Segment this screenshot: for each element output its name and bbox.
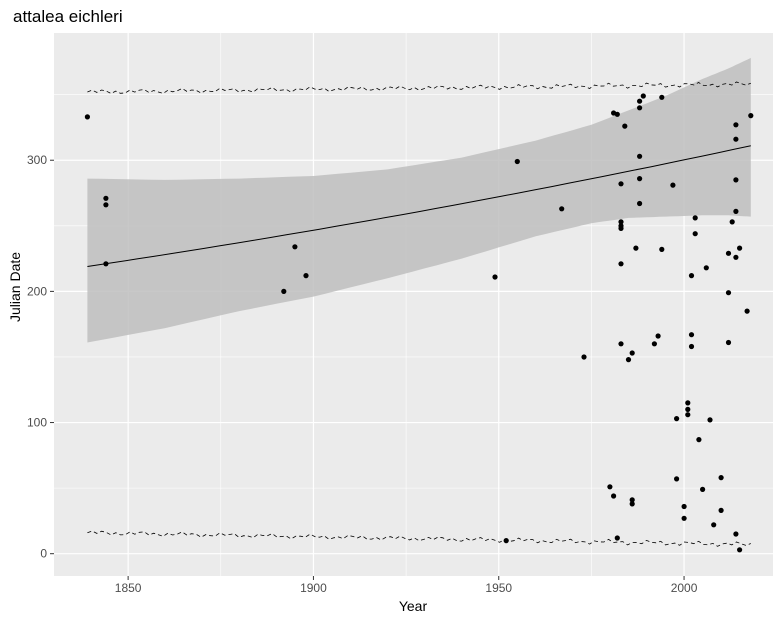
data-point bbox=[725, 290, 732, 296]
data-point bbox=[688, 273, 695, 279]
points-layer bbox=[84, 93, 754, 553]
data-point bbox=[618, 181, 624, 187]
data-point bbox=[733, 531, 739, 537]
data-point bbox=[707, 417, 713, 423]
data-point bbox=[674, 476, 680, 482]
data-point bbox=[629, 501, 635, 507]
data-point bbox=[637, 200, 643, 207]
data-point bbox=[103, 195, 109, 201]
data-point bbox=[685, 412, 691, 418]
data-point bbox=[737, 245, 743, 251]
data-point bbox=[622, 123, 628, 129]
data-point bbox=[637, 105, 643, 111]
data-point bbox=[629, 350, 635, 356]
data-point bbox=[629, 497, 635, 503]
y-tick-label: 300 bbox=[27, 153, 47, 167]
data-point bbox=[618, 261, 624, 267]
upper-dashed-line bbox=[87, 81, 751, 94]
x-tick-label: 1900 bbox=[300, 581, 327, 595]
data-point bbox=[292, 244, 298, 250]
data-point bbox=[670, 182, 676, 188]
data-point bbox=[614, 535, 620, 541]
data-point bbox=[733, 122, 739, 128]
y-tick-label: 0 bbox=[40, 547, 47, 561]
chart-title: attalea eichleri bbox=[13, 7, 123, 26]
data-point bbox=[581, 354, 587, 360]
data-point bbox=[618, 341, 624, 347]
data-point bbox=[637, 176, 643, 182]
y-axis-title: Julian Date bbox=[7, 252, 23, 322]
data-point bbox=[281, 288, 287, 294]
y-axis: 0 100 200 300 bbox=[27, 153, 54, 561]
data-point bbox=[733, 136, 739, 142]
y-tick-label: 100 bbox=[27, 416, 47, 430]
data-point bbox=[733, 254, 739, 260]
data-point bbox=[733, 177, 739, 183]
confidence-ribbon bbox=[87, 57, 751, 343]
data-point bbox=[692, 231, 698, 237]
data-point bbox=[737, 547, 743, 553]
x-axis: 1850 1900 1950 2000 bbox=[115, 576, 698, 595]
lower-dashed-line bbox=[87, 530, 751, 547]
data-point bbox=[625, 357, 632, 363]
data-point bbox=[614, 111, 620, 117]
data-point bbox=[637, 98, 643, 104]
data-point bbox=[492, 274, 498, 280]
data-point bbox=[651, 341, 658, 347]
x-tick-label: 1950 bbox=[485, 581, 512, 595]
data-point bbox=[744, 308, 750, 314]
data-point bbox=[729, 219, 735, 225]
data-point bbox=[718, 475, 724, 481]
data-point bbox=[688, 332, 695, 338]
data-point bbox=[103, 261, 109, 267]
data-point bbox=[681, 503, 687, 510]
data-point bbox=[514, 158, 520, 165]
data-point bbox=[640, 93, 646, 99]
data-point bbox=[711, 522, 717, 528]
data-point bbox=[725, 339, 732, 346]
data-point bbox=[685, 406, 691, 412]
data-point bbox=[84, 114, 90, 120]
data-point bbox=[103, 202, 109, 208]
data-point bbox=[674, 416, 680, 422]
data-point bbox=[718, 507, 724, 513]
dashed-bounds-layer bbox=[87, 81, 751, 547]
data-point bbox=[692, 215, 698, 221]
data-point bbox=[655, 333, 661, 339]
data-point bbox=[688, 343, 695, 350]
confidence-ribbon-layer bbox=[87, 57, 751, 343]
data-point bbox=[607, 484, 613, 490]
x-tick-label: 1850 bbox=[115, 581, 142, 595]
data-point bbox=[685, 400, 691, 406]
y-tick-label: 200 bbox=[27, 284, 47, 298]
data-point bbox=[618, 225, 624, 231]
data-point bbox=[503, 538, 509, 544]
data-point bbox=[748, 113, 754, 119]
data-point bbox=[559, 206, 565, 212]
data-point bbox=[733, 208, 739, 214]
grid-major bbox=[54, 33, 773, 576]
x-axis-title: Year bbox=[399, 598, 428, 614]
data-point bbox=[700, 486, 706, 492]
x-tick-label: 2000 bbox=[671, 581, 698, 595]
data-point bbox=[618, 219, 624, 225]
data-point bbox=[303, 273, 309, 279]
data-point bbox=[725, 250, 732, 256]
data-point bbox=[633, 245, 639, 251]
fit-line bbox=[87, 145, 751, 267]
data-point bbox=[703, 265, 709, 271]
data-point bbox=[611, 493, 617, 499]
data-point bbox=[681, 515, 687, 521]
data-point bbox=[659, 246, 665, 252]
data-point bbox=[696, 437, 702, 443]
data-point bbox=[637, 153, 643, 159]
fit-line-layer bbox=[87, 145, 751, 267]
data-point bbox=[659, 94, 665, 100]
